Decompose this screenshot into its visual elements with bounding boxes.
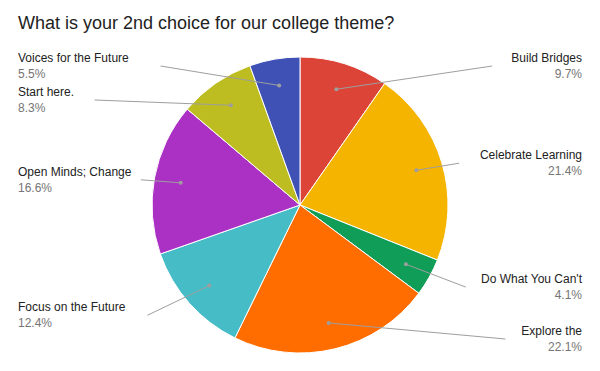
svg-text:Start here.: Start here. <box>18 85 74 99</box>
svg-text:Focus on the Future: Focus on the Future <box>18 300 126 314</box>
svg-text:22.1%: 22.1% <box>548 340 582 354</box>
svg-text:Build Bridges: Build Bridges <box>511 51 582 65</box>
svg-text:16.6%: 16.6% <box>18 181 52 195</box>
svg-text:21.4%: 21.4% <box>548 164 582 178</box>
svg-text:9.7%: 9.7% <box>555 67 583 81</box>
svg-text:8.3%: 8.3% <box>18 101 46 115</box>
svg-text:12.4%: 12.4% <box>18 316 52 330</box>
svg-text:Celebrate Learning: Celebrate Learning <box>480 148 582 162</box>
svg-text:4.1%: 4.1% <box>555 288 583 302</box>
html-text:What is your 2nd choice for ou: What is your 2nd choice for our college … <box>18 13 395 33</box>
svg-text:Explore the: Explore the <box>521 324 582 338</box>
svg-text:5.5%: 5.5% <box>18 67 46 81</box>
svg-text:Voices for the Future: Voices for the Future <box>18 51 129 65</box>
svg-text:Open Minds; Change: Open Minds; Change <box>18 165 132 179</box>
svg-text:Do What You Can't: Do What You Can't <box>481 272 583 286</box>
